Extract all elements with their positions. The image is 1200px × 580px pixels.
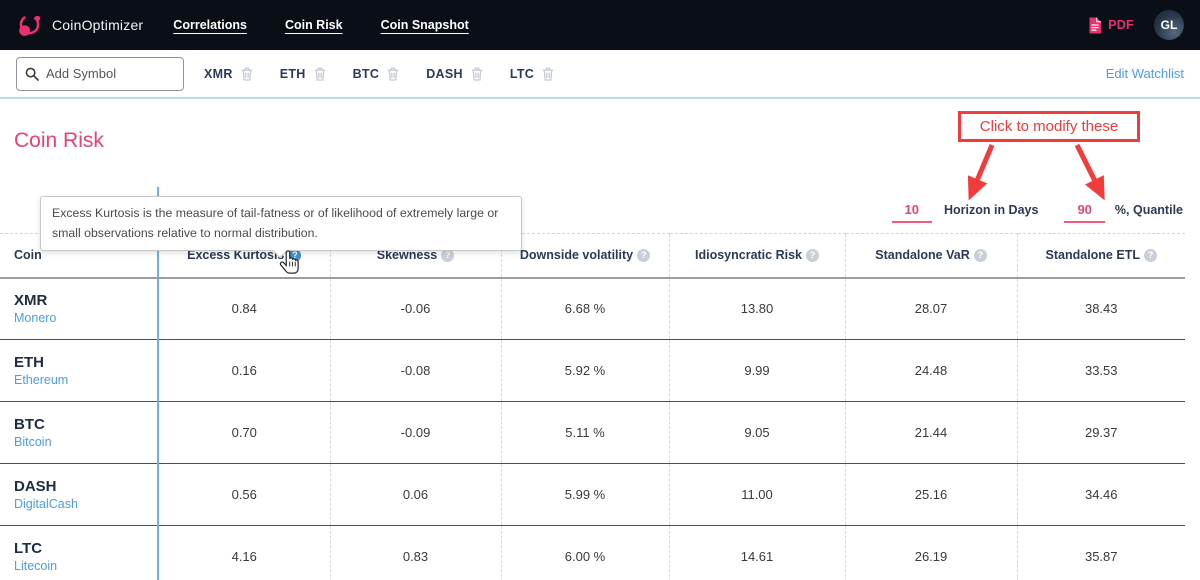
cell-idiosyncratic-risk: 11.00 xyxy=(668,463,845,526)
symbol-label[interactable]: LTC xyxy=(509,66,535,81)
trash-icon[interactable] xyxy=(471,67,483,81)
info-icon[interactable]: ? xyxy=(637,249,651,263)
watchlist-item: XMR xyxy=(204,67,253,81)
coin-symbol[interactable]: LTC xyxy=(14,540,43,557)
watchlist-item: DASH xyxy=(426,67,483,81)
info-icon[interactable]: ? xyxy=(806,249,819,263)
coin-symbol[interactable]: DASH xyxy=(14,478,57,495)
cell-skewness: 0.06 xyxy=(329,463,501,526)
table-row: DASH DigitalCash 0.56 0.06 5.99 % 11.00 … xyxy=(0,463,1185,526)
cell-standalone-etl: 33.53 xyxy=(1016,339,1185,402)
main-content: Coin Risk Click to modify these 10 Horiz… xyxy=(0,99,1200,580)
trash-icon[interactable] xyxy=(542,67,554,81)
cell-idiosyncratic-risk: 9.05 xyxy=(668,401,845,464)
cell-downside-volatility: 5.92 % xyxy=(500,339,669,402)
brand[interactable]: CoinOptimizer xyxy=(16,12,143,39)
symbol-label[interactable]: BTC xyxy=(352,66,380,81)
pdf-label: PDF xyxy=(1108,18,1134,32)
info-icon[interactable]: ? xyxy=(973,249,987,263)
table-row: XMR Monero 0.84 -0.06 6.68 % 13.80 28.07… xyxy=(0,277,1185,340)
nav-link-correlations[interactable]: Correlations xyxy=(173,18,247,32)
search-icon xyxy=(25,67,39,81)
coin-risk-table: Coin Excess Kurtosis? Skewness? Downside… xyxy=(0,233,1185,580)
cell-standalone-var: 24.48 xyxy=(844,339,1017,402)
column-header-standalone-var: Standalone VaR? xyxy=(844,233,1017,279)
table-row: ETH Ethereum 0.16 -0.08 5.92 % 9.99 24.4… xyxy=(0,339,1185,402)
coinoptimizer-logo-icon xyxy=(16,12,43,39)
cell-skewness: -0.08 xyxy=(329,339,501,402)
risk-params: 10 Horizon in Days 90 %, Quantile xyxy=(891,202,1183,223)
cell-skewness: 0.83 xyxy=(329,525,501,580)
cell-standalone-etl: 38.43 xyxy=(1016,277,1185,340)
cell-downside-volatility: 6.68 % xyxy=(500,277,669,340)
avatar[interactable]: GL xyxy=(1154,10,1184,40)
watchlist-item: ETH xyxy=(280,67,326,81)
table-row: LTC Litecoin 4.16 0.83 6.00 % 14.61 26.1… xyxy=(0,525,1185,580)
cell-downside-volatility: 5.99 % xyxy=(500,463,669,526)
cell-idiosyncratic-risk: 9.99 xyxy=(668,339,845,402)
cell-excess-kurtosis: 0.56 xyxy=(157,463,330,526)
coin-name-link[interactable]: Monero xyxy=(14,311,57,326)
symbol-label[interactable]: ETH xyxy=(279,66,306,81)
brand-label: CoinOptimizer xyxy=(52,17,144,33)
coin-symbol[interactable]: XMR xyxy=(14,292,48,310)
column-header-standalone-etl: Standalone ETL? xyxy=(1016,233,1185,279)
pdf-icon xyxy=(1088,17,1102,34)
cell-idiosyncratic-risk: 13.80 xyxy=(668,277,845,340)
cell-standalone-var: 28.07 xyxy=(844,277,1017,340)
watchlist-bar: XMR ETH BTC DASH xyxy=(0,50,1200,99)
annotation-label: Click to modify these xyxy=(979,118,1119,135)
top-navbar: CoinOptimizer Correlations Coin Risk Coi… xyxy=(0,0,1200,50)
trash-icon[interactable] xyxy=(241,67,253,81)
nav-link-coin-snapshot[interactable]: Coin Snapshot xyxy=(380,18,469,32)
watchlist-item: BTC xyxy=(353,67,400,81)
coin-symbol[interactable]: BTC xyxy=(14,416,45,433)
info-icon[interactable]: ? xyxy=(288,249,302,263)
cell-downside-volatility: 6.00 % xyxy=(500,525,669,580)
info-icon[interactable]: ? xyxy=(1143,249,1157,263)
cell-standalone-etl: 35.87 xyxy=(1016,525,1185,580)
cell-idiosyncratic-risk: 14.61 xyxy=(668,525,845,580)
annotation-box: Click to modify these xyxy=(958,111,1140,142)
tooltip-text: Excess Kurtosis is the measure of tail-f… xyxy=(52,206,499,240)
cell-excess-kurtosis: 0.84 xyxy=(157,277,330,340)
horizon-days-input[interactable]: 10 xyxy=(891,202,932,223)
pdf-export-button[interactable]: PDF xyxy=(1088,17,1134,34)
table-row: BTC Bitcoin 0.70 -0.09 5.11 % 9.05 21.44… xyxy=(0,401,1185,464)
watchlist-symbols: XMR ETH BTC DASH xyxy=(204,67,554,81)
info-icon[interactable]: ? xyxy=(441,249,455,263)
coin-symbol[interactable]: ETH xyxy=(14,354,44,371)
nav-links: Correlations Coin Risk Coin Snapshot xyxy=(173,18,469,32)
page-title: Coin Risk xyxy=(14,129,104,152)
add-symbol-input[interactable] xyxy=(16,56,184,91)
symbol-label[interactable]: DASH xyxy=(426,66,463,81)
tooltip: Excess Kurtosis is the measure of tail-f… xyxy=(40,196,522,259)
cell-excess-kurtosis: 0.16 xyxy=(157,339,330,402)
watchlist-item: LTC xyxy=(510,67,554,81)
coin-name-link[interactable]: Ethereum xyxy=(14,373,69,387)
cell-standalone-var: 26.19 xyxy=(844,525,1017,580)
column-header-idiosyncratic-risk: Idiosyncratic Risk? xyxy=(668,233,845,279)
trash-icon[interactable] xyxy=(314,67,326,81)
cell-skewness: -0.09 xyxy=(329,401,501,464)
edit-watchlist-link[interactable]: Edit Watchlist xyxy=(1105,66,1184,81)
trash-icon[interactable] xyxy=(387,67,399,81)
cell-excess-kurtosis: 0.70 xyxy=(157,401,330,464)
coin-name-link[interactable]: Litecoin xyxy=(14,559,58,573)
cell-standalone-var: 25.16 xyxy=(844,463,1017,526)
cell-skewness: -0.06 xyxy=(329,277,501,340)
cell-downside-volatility: 5.11 % xyxy=(500,401,669,464)
coin-name-link[interactable]: Bitcoin xyxy=(14,435,52,449)
symbol-label[interactable]: XMR xyxy=(204,66,233,81)
horizon-days-label: Horizon in Days xyxy=(943,203,1039,217)
cell-standalone-etl: 34.46 xyxy=(1016,463,1185,526)
coin-name-link[interactable]: DigitalCash xyxy=(14,497,78,511)
cell-standalone-etl: 29.37 xyxy=(1016,401,1185,464)
quantile-label: %, Quantile xyxy=(1114,203,1183,217)
cell-excess-kurtosis: 4.16 xyxy=(157,525,330,580)
nav-link-coin-risk[interactable]: Coin Risk xyxy=(284,18,343,32)
cell-standalone-var: 21.44 xyxy=(844,401,1017,464)
quantile-input[interactable]: 90 xyxy=(1064,202,1105,223)
column-header-downside-volatility: Downside volatility? xyxy=(500,233,669,279)
